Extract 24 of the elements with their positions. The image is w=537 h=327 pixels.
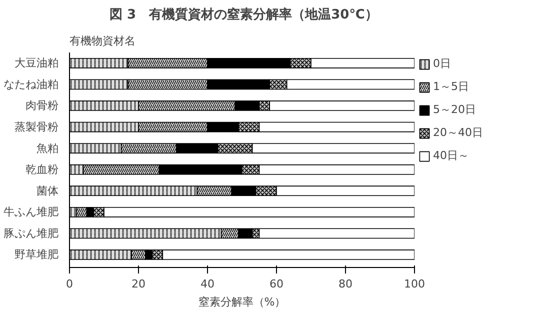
- legend-label: 0日: [433, 56, 452, 71]
- y-tick-label: 豚ぷん堆肥: [4, 226, 58, 240]
- x-axis-title: 窒素分解率（%）: [198, 296, 286, 308]
- y-tick-label: 魚粕: [36, 142, 58, 155]
- y-tick-label: 牛ふん堆肥: [4, 206, 58, 219]
- y-tick-label: 蒸製骨粉: [14, 120, 58, 134]
- y-tick-label: 大豆油粕: [14, 56, 58, 70]
- legend-label: 20～40日: [433, 125, 483, 140]
- x-tick-label: 80: [338, 278, 352, 290]
- y-axis-title: 有機物資材名: [70, 34, 136, 48]
- y-tick-label: 野草堆肥: [14, 248, 58, 262]
- x-tick-label: 0: [66, 278, 73, 290]
- y-tick-label: 菌体: [36, 184, 58, 198]
- y-tick-label: 肉骨粉: [26, 99, 58, 112]
- legend-label: 1～5日: [433, 79, 469, 94]
- y-tick-label: なたね油粕: [4, 78, 58, 91]
- x-tick-label: 40: [200, 278, 214, 290]
- x-tick-label: 20: [132, 278, 146, 290]
- y-tick-label: 乾血粉: [26, 163, 58, 176]
- legend-label: 5～20日: [433, 102, 476, 117]
- legend-label: 40日～: [433, 148, 469, 163]
- x-tick-label: 100: [404, 278, 425, 290]
- x-tick-label: 60: [270, 278, 284, 290]
- chart-title: 図 3 有機質資材の窒素分解率（地温30℃）: [110, 6, 378, 22]
